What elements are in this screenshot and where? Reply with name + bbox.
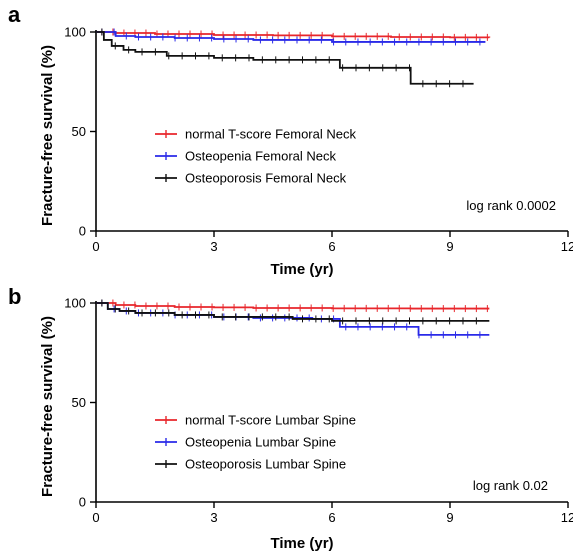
legend-label: Osteopenia Lumbar Spine (185, 435, 336, 450)
x-tick-label: 12 (561, 510, 573, 525)
x-tick-label: 6 (328, 239, 335, 254)
series-1: normal T-score Femoral Neck (96, 28, 491, 142)
legend-label: normal T-score Femoral Neck (185, 127, 356, 142)
y-axis-title: Fracture-free survival (%) (39, 316, 56, 497)
series-3: Osteoporosis Femoral Neck (96, 28, 474, 186)
series-3: Osteoporosis Lumbar Spine (96, 299, 490, 472)
x-tick-label: 9 (446, 239, 453, 254)
survival-curve (96, 31, 491, 39)
legend-label: Osteoporosis Lumbar Spine (185, 457, 346, 472)
legend-label: Osteopenia Femoral Neck (185, 149, 337, 164)
x-tick-label: 6 (328, 510, 335, 525)
survival-curve (96, 31, 474, 85)
y-tick-label: 50 (72, 124, 86, 139)
x-tick-label: 3 (210, 239, 217, 254)
y-tick-label: 50 (72, 395, 86, 410)
survival-curve (96, 31, 486, 43)
x-tick-label: 12 (561, 239, 573, 254)
y-tick-label: 0 (79, 495, 86, 510)
panel-label: b (8, 284, 21, 309)
panel-a: a 0 50 100 0 3 6 9 12 Time (yr) Fracture-free surv… (8, 2, 573, 278)
x-axis-title: Time (yr) (270, 261, 333, 278)
y-tick-label: 100 (64, 296, 86, 311)
log-rank-annotation: log rank 0.0002 (466, 198, 556, 213)
y-tick-label: 0 (79, 224, 86, 239)
x-tick-label: 3 (210, 510, 217, 525)
panel-label: a (8, 2, 21, 27)
log-rank-annotation: log rank 0.02 (473, 478, 548, 493)
series-2: Osteopenia Femoral Neck (96, 28, 486, 164)
panel-b: b 0 50 100 0 3 6 9 12 Time (yr) Fracture-free surv… (8, 284, 573, 552)
series-1: normal T-score Lumbar Spine (96, 299, 490, 428)
x-tick-label: 0 (92, 239, 99, 254)
survival-curve (96, 302, 490, 310)
x-tick-label: 9 (446, 510, 453, 525)
legend-label: normal T-score Lumbar Spine (185, 413, 356, 428)
x-tick-label: 0 (92, 510, 99, 525)
y-axis-title: Fracture-free survival (%) (39, 45, 56, 226)
legend-label: Osteoporosis Femoral Neck (185, 171, 347, 186)
survival-curve (96, 302, 490, 322)
x-axis-title: Time (yr) (270, 535, 333, 552)
y-tick-label: 100 (64, 25, 86, 40)
